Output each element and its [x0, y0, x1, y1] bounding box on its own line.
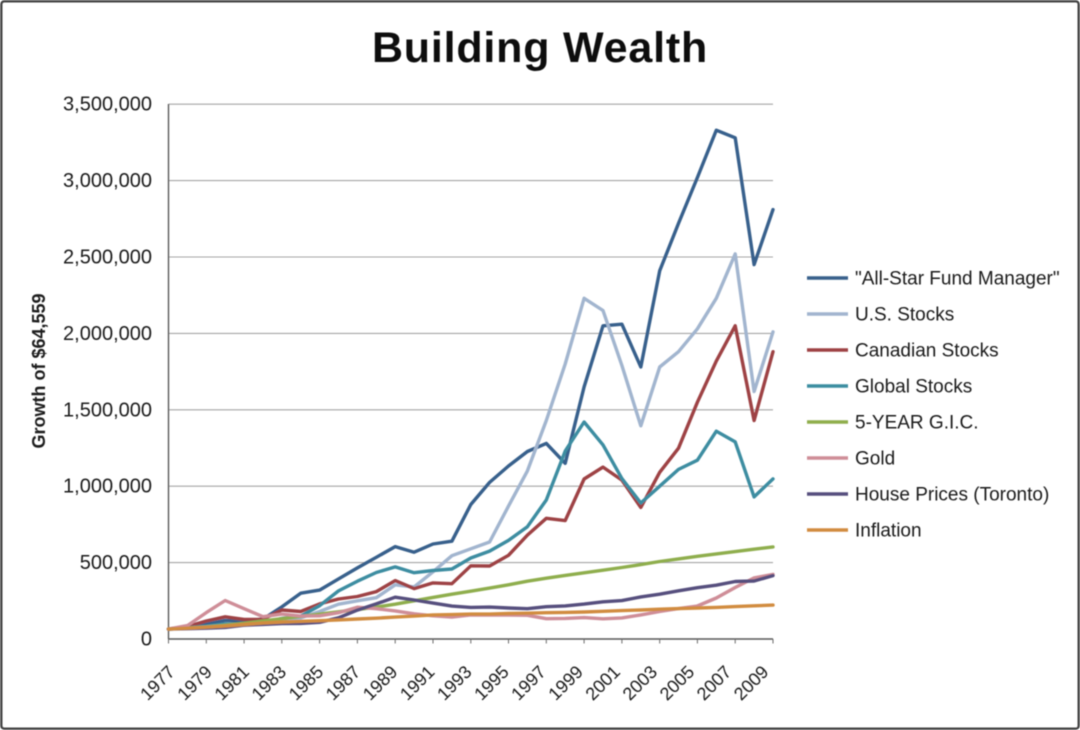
svg-text:2,000,000: 2,000,000 — [63, 323, 152, 345]
svg-text:3,000,000: 3,000,000 — [63, 170, 152, 192]
svg-text:Inflation: Inflation — [855, 521, 922, 542]
svg-text:3,500,000: 3,500,000 — [63, 94, 152, 116]
svg-text:"All-Star Fund Manager": "All-Star Fund Manager" — [855, 269, 1060, 290]
svg-text:500,000: 500,000 — [80, 552, 152, 574]
svg-text:House Prices (Toronto): House Prices (Toronto) — [855, 485, 1049, 506]
svg-text:Building Wealth: Building Wealth — [372, 24, 708, 72]
svg-text:Growth of $64,559: Growth of $64,559 — [29, 293, 49, 448]
svg-text:5-YEAR G.I.C.: 5-YEAR G.I.C. — [855, 413, 979, 434]
svg-text:U.S. Stocks: U.S. Stocks — [855, 305, 954, 326]
svg-text:1,000,000: 1,000,000 — [63, 476, 152, 498]
svg-text:2,500,000: 2,500,000 — [63, 247, 152, 269]
svg-text:Gold: Gold — [855, 449, 895, 470]
svg-text:Canadian Stocks: Canadian Stocks — [855, 341, 999, 362]
svg-text:1,500,000: 1,500,000 — [63, 399, 152, 421]
svg-text:0: 0 — [141, 629, 152, 651]
svg-text:Global Stocks: Global Stocks — [855, 377, 972, 398]
